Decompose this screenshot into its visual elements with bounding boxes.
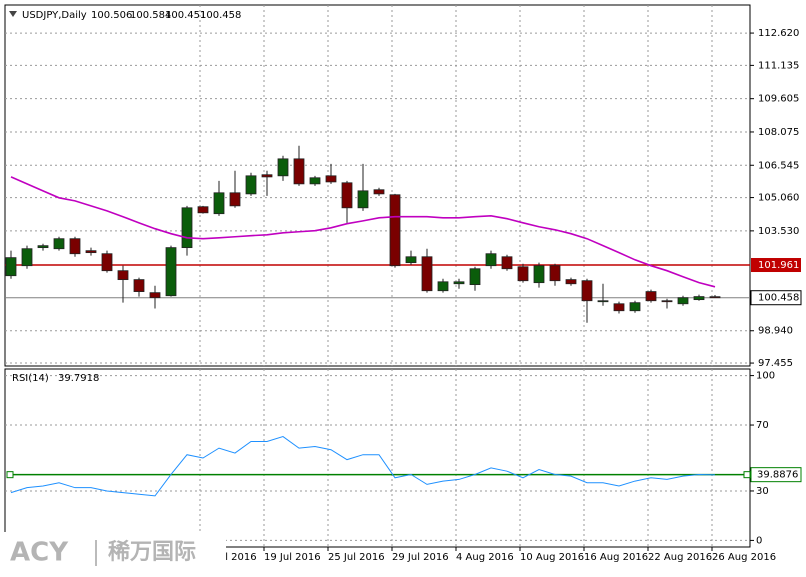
ohlc-low: 100.451 xyxy=(165,10,206,21)
candle-body xyxy=(101,253,113,272)
candle-body xyxy=(85,250,97,254)
ohlc-close: 100.458 xyxy=(200,10,241,21)
x-tick-label: 10 Aug 2016 xyxy=(520,552,584,563)
candle-body xyxy=(709,296,721,299)
y-tick-label: 105.060 xyxy=(758,193,799,204)
candle-body xyxy=(389,194,401,267)
candle-body xyxy=(693,296,705,301)
y-tick-label: 109.605 xyxy=(758,94,799,105)
candle-body xyxy=(53,238,65,250)
x-tick-label: 22 Aug 2016 xyxy=(648,552,712,563)
candle-body xyxy=(517,266,529,282)
candle-body xyxy=(37,245,49,249)
candle-body xyxy=(565,279,577,285)
candle-body xyxy=(133,279,145,292)
x-tick-label: 4 Aug 2016 xyxy=(456,552,514,563)
candle-body xyxy=(645,291,657,302)
logo-background xyxy=(0,532,226,577)
logo: ACY 稀万国际 xyxy=(0,532,226,577)
candle-body xyxy=(677,297,689,305)
candle-body xyxy=(277,158,289,177)
header: USDJPY,Daily 100.506 100.584 100.451 100… xyxy=(9,10,241,384)
candle-body xyxy=(597,300,609,303)
candle-body xyxy=(533,265,545,284)
candle-body xyxy=(581,280,593,302)
y-tick-label: 30 xyxy=(756,486,769,497)
candle-body xyxy=(613,303,625,312)
rsi-value: 39.7918 xyxy=(58,373,99,384)
x-tick-label: 19 Jul 2016 xyxy=(264,552,321,563)
ohlc-high: 100.584 xyxy=(130,10,171,21)
hline-label: 101.961 xyxy=(758,260,799,271)
candle-body xyxy=(453,281,465,285)
candle-body xyxy=(629,302,641,312)
candle-body xyxy=(309,177,321,185)
candle-body xyxy=(245,175,257,195)
candle-body xyxy=(325,175,337,183)
x-tick-label: 29 Jul 2016 xyxy=(392,552,449,563)
candle-body xyxy=(341,182,353,209)
candle-body xyxy=(437,281,449,292)
candle-body xyxy=(421,256,433,292)
candle-body xyxy=(549,265,561,282)
candle-body xyxy=(405,256,417,264)
candle-body xyxy=(501,256,513,270)
candle-body xyxy=(661,300,673,303)
candle-body xyxy=(165,247,177,297)
plot: 112.620 111.135 109.605 108.075 106.545 105.0… xyxy=(5,5,802,563)
rsi-level-label: 39.8876 xyxy=(757,470,798,481)
y-tick-label: 70 xyxy=(756,420,769,431)
main-panel xyxy=(4,4,751,367)
candle-body xyxy=(5,257,17,277)
candle-body xyxy=(261,174,273,178)
y-tick-label: 97.455 xyxy=(758,358,793,369)
hline-label-box xyxy=(751,258,801,273)
rsi-line xyxy=(10,436,716,497)
y-tick-label: 106.545 xyxy=(758,160,799,171)
y-tick-label: 112.620 xyxy=(758,28,799,39)
y-tick-label: 111.135 xyxy=(758,60,799,71)
candle-body xyxy=(181,207,193,249)
candle-body xyxy=(213,192,225,215)
candle-body xyxy=(149,292,161,299)
candle-body xyxy=(469,268,481,286)
logo-name: 稀万国际 xyxy=(108,539,196,565)
x-tick-label: 13 Jul 2016 xyxy=(200,552,257,563)
candle-body xyxy=(117,270,129,281)
y-tick-label: 103.530 xyxy=(758,226,799,237)
price-label-box xyxy=(750,290,802,306)
price-label: 100.458 xyxy=(758,293,799,304)
candle-body xyxy=(373,189,385,195)
rsi-label: RSI(14) xyxy=(12,373,49,384)
x-tick-label: 16 Aug 2016 xyxy=(584,552,648,563)
x-tick-label: 26 Aug 2016 xyxy=(712,552,776,563)
y-tick-label: 108.075 xyxy=(758,127,799,138)
candle-body xyxy=(485,253,497,267)
rsi-level-handle xyxy=(743,471,751,479)
rsi-panel xyxy=(4,368,751,548)
rsi-level-handle xyxy=(6,471,14,479)
x-tick-label: 25 Jul 2016 xyxy=(328,552,385,563)
y-tick-label: 98.940 xyxy=(758,326,793,337)
moving-average xyxy=(10,176,716,288)
rsi-level-label-box xyxy=(750,467,802,483)
y-tick-label: 0 xyxy=(756,535,762,546)
ohlc-open: 100.506 xyxy=(91,10,132,21)
candle-body xyxy=(229,192,241,207)
candle-body xyxy=(357,190,369,209)
logo-brand: ACY xyxy=(10,538,69,568)
candle-body xyxy=(293,158,305,185)
candle-body xyxy=(69,238,81,255)
y-tick-label: 100 xyxy=(756,371,775,382)
header-icon xyxy=(9,11,17,17)
candle-body xyxy=(197,206,209,214)
symbol: USDJPY,Daily xyxy=(22,10,87,21)
candle-body xyxy=(21,248,33,267)
